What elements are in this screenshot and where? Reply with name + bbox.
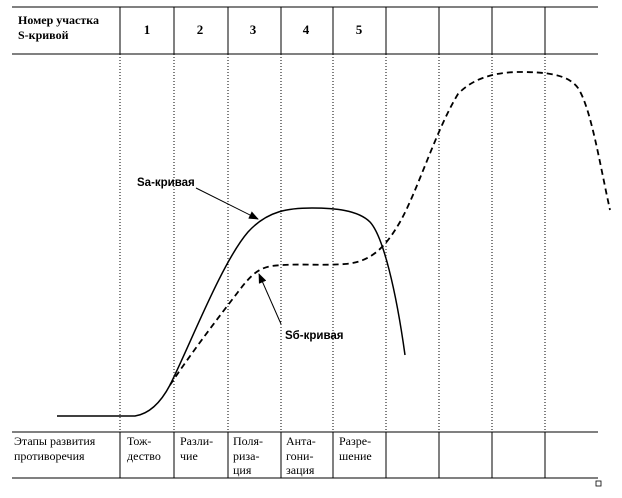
stage-polarization-line-2: риза- <box>233 449 259 463</box>
stage-antagonism-line-2: гони- <box>286 449 313 463</box>
sa-label-arrow <box>195 187 259 220</box>
column-number-1: 1 <box>144 22 151 37</box>
header-label: Номер участка S-кривой <box>18 13 102 42</box>
column-number-4: 4 <box>303 22 310 37</box>
column-number-5: 5 <box>356 22 363 37</box>
stage-antagonism-line-1: Анта- <box>286 434 316 448</box>
stage-antagonism-line-3: зация <box>286 463 315 477</box>
stage-difference-line-1: Разли- <box>180 434 213 448</box>
header-column-separators <box>119 7 546 54</box>
column-number-2: 2 <box>197 22 204 37</box>
sa-curve-label: Sa-кривая <box>137 177 195 189</box>
stage-polarization: Поля- риза- ция <box>233 434 266 477</box>
sa-curve <box>57 207 406 417</box>
column-number-3: 3 <box>250 22 257 37</box>
dotted-column-guides <box>119 54 546 432</box>
stage-polarization-line-3: ция <box>233 463 252 477</box>
corner-mark <box>595 480 602 487</box>
stage-polarization-line-1: Поля- <box>233 434 263 448</box>
stage-difference: Разли- чие <box>180 434 216 463</box>
stage-resolution-line-1: Разре- <box>339 434 371 448</box>
stage-difference-line-2: чие <box>180 449 198 463</box>
sb-label-arrow <box>258 273 282 325</box>
stage-resolution: Разре- шение <box>339 434 374 463</box>
header-label-line-2: S-кривой <box>18 28 69 42</box>
stage-antagonism: Анта- гони- зация <box>286 434 319 477</box>
header-label-line-1: Номер участка <box>18 13 99 27</box>
footer-label: Этапы развития противоречия <box>14 434 98 463</box>
stage-identity-line-2: дество <box>127 449 161 463</box>
stage-identity-line-1: Тож- <box>127 434 151 448</box>
footer-column-separators <box>119 432 546 478</box>
footer-label-line-1: Этапы развития <box>14 434 96 448</box>
footer-label-line-2: противоречия <box>14 449 85 463</box>
sb-curve-label: Sб-кривая <box>285 330 343 342</box>
sb-curve <box>169 71 611 386</box>
stage-resolution-line-2: шение <box>339 449 372 463</box>
stage-identity: Тож- дество <box>127 434 161 463</box>
